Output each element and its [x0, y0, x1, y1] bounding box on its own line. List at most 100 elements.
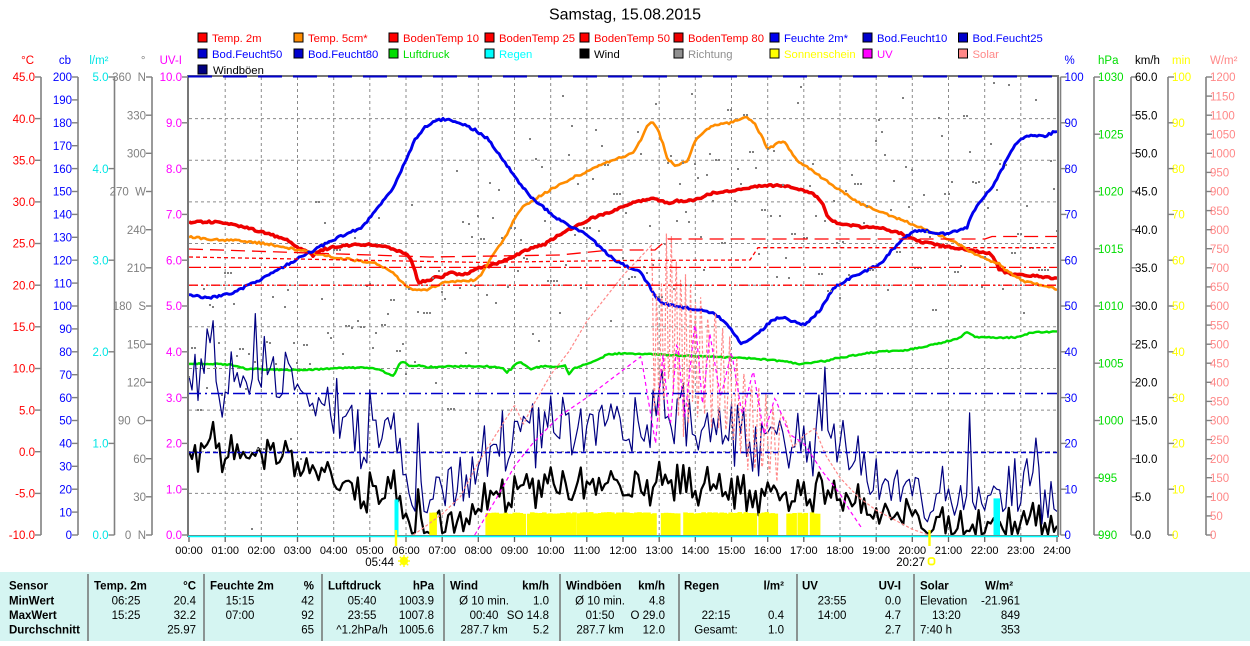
svg-text:15:25: 15:25 — [112, 610, 141, 622]
svg-text:90: 90 — [59, 324, 72, 336]
svg-text:08:00: 08:00 — [465, 545, 493, 557]
svg-text:150: 150 — [127, 339, 146, 351]
svg-text:1000: 1000 — [1210, 149, 1236, 161]
svg-text:180 S: 180 S — [113, 301, 147, 313]
svg-text:500: 500 — [1210, 339, 1229, 351]
svg-text:0 N: 0 N — [125, 530, 146, 542]
svg-text:1200: 1200 — [1210, 72, 1236, 84]
svg-text:350: 350 — [1210, 397, 1229, 409]
svg-text:60: 60 — [1065, 255, 1078, 267]
svg-text:12.0: 12.0 — [643, 625, 665, 637]
svg-text:800: 800 — [1210, 225, 1229, 237]
svg-text:15.0: 15.0 — [1135, 416, 1157, 428]
svg-text:UV-I: UV-I — [879, 581, 901, 593]
svg-text:4.0: 4.0 — [166, 347, 182, 359]
svg-text:Bod.Feucht10: Bod.Feucht10 — [877, 33, 947, 45]
svg-text:Richtung: Richtung — [688, 49, 733, 61]
svg-text:45.0: 45.0 — [1135, 187, 1157, 199]
svg-text:Solar: Solar — [973, 49, 1000, 61]
svg-text:35.0: 35.0 — [1135, 263, 1157, 275]
svg-text:Feuchte 2m*: Feuchte 2m* — [784, 33, 849, 45]
svg-text:170: 170 — [53, 141, 72, 153]
svg-text:07:00: 07:00 — [226, 610, 255, 622]
svg-text:20: 20 — [1172, 439, 1185, 451]
svg-text:km/h: km/h — [1135, 55, 1160, 67]
svg-text:270 W: 270 W — [110, 187, 147, 199]
svg-text:1.0: 1.0 — [768, 625, 784, 637]
svg-text:0.0: 0.0 — [93, 530, 109, 542]
svg-text:40.0: 40.0 — [1135, 225, 1157, 237]
svg-text:3.0: 3.0 — [93, 255, 109, 267]
svg-text:330: 330 — [127, 110, 146, 122]
svg-text:10.0: 10.0 — [160, 72, 182, 84]
svg-text:Gesamt:: Gesamt: — [694, 625, 737, 637]
svg-text:32.2: 32.2 — [174, 610, 196, 622]
svg-text:120: 120 — [127, 378, 146, 390]
svg-text:100: 100 — [1210, 492, 1229, 504]
svg-text:42: 42 — [301, 596, 314, 608]
svg-text:90: 90 — [1065, 118, 1078, 130]
svg-text:1150: 1150 — [1210, 91, 1235, 103]
svg-text:Luftdruck: Luftdruck — [328, 581, 382, 593]
svg-text:360 N: 360 N — [112, 72, 146, 84]
svg-text:UV: UV — [802, 581, 818, 593]
svg-text:W/m²: W/m² — [985, 581, 1013, 593]
svg-text:10: 10 — [1065, 484, 1078, 496]
svg-text:45.0: 45.0 — [13, 72, 35, 84]
svg-text:7:40 h: 7:40 h — [920, 625, 952, 637]
svg-text:353: 353 — [1001, 625, 1020, 637]
svg-text:100: 100 — [1172, 72, 1191, 84]
svg-text:80: 80 — [1172, 164, 1185, 176]
svg-text:20:27: 20:27 — [896, 557, 925, 569]
svg-text:1.0: 1.0 — [533, 596, 549, 608]
svg-text:30: 30 — [133, 492, 146, 504]
svg-text:Durchschnitt: Durchschnitt — [9, 625, 80, 637]
svg-text:1000: 1000 — [1098, 416, 1124, 428]
svg-text:hPa: hPa — [1098, 55, 1119, 67]
svg-text:04:00: 04:00 — [320, 545, 348, 557]
svg-text:Regen: Regen — [499, 49, 532, 61]
svg-text:50: 50 — [1210, 511, 1223, 523]
svg-text:70: 70 — [1065, 210, 1078, 222]
svg-text:05:40: 05:40 — [348, 596, 377, 608]
svg-text:05:44: 05:44 — [365, 557, 394, 569]
svg-text:20.0: 20.0 — [13, 280, 35, 292]
svg-text:0: 0 — [66, 530, 72, 542]
svg-text:1015: 1015 — [1098, 244, 1124, 256]
svg-text:240: 240 — [127, 225, 146, 237]
svg-text:1025: 1025 — [1098, 129, 1124, 141]
svg-text:1007.8: 1007.8 — [399, 610, 434, 622]
svg-text:Bod.Feucht50: Bod.Feucht50 — [212, 49, 282, 61]
svg-text:20: 20 — [59, 484, 72, 496]
svg-text:19:00: 19:00 — [862, 545, 890, 557]
svg-text:Elevation: Elevation — [920, 596, 967, 608]
svg-text:25.0: 25.0 — [1135, 339, 1157, 351]
svg-text:40: 40 — [1065, 347, 1078, 359]
svg-text:-21.961: -21.961 — [981, 596, 1020, 608]
svg-text:140: 140 — [53, 210, 72, 222]
svg-text:60: 60 — [133, 454, 146, 466]
svg-text:40: 40 — [59, 439, 72, 451]
svg-text:250: 250 — [1210, 435, 1229, 447]
svg-text:Windböen: Windböen — [566, 581, 621, 593]
svg-text:Solar: Solar — [920, 581, 949, 593]
svg-text:700: 700 — [1210, 263, 1229, 275]
svg-text:min: min — [1172, 55, 1191, 67]
svg-text:5.0: 5.0 — [1135, 492, 1151, 504]
svg-text:5.0: 5.0 — [19, 405, 35, 417]
svg-text:%: % — [304, 581, 314, 593]
svg-text:1005: 1005 — [1098, 358, 1124, 370]
svg-text:100: 100 — [1065, 72, 1084, 84]
svg-text:849: 849 — [1001, 610, 1020, 622]
svg-text:4.8: 4.8 — [649, 596, 665, 608]
svg-text:2.0: 2.0 — [93, 347, 109, 359]
svg-text:%: % — [1065, 55, 1075, 67]
svg-text:O 29.0: O 29.0 — [630, 610, 665, 622]
svg-text:850: 850 — [1210, 206, 1229, 218]
svg-text:400: 400 — [1210, 378, 1229, 390]
svg-text:23:55: 23:55 — [348, 610, 377, 622]
svg-text:Luftdruck: Luftdruck — [403, 49, 450, 61]
svg-text:1.0: 1.0 — [166, 484, 182, 496]
svg-text:Bod.Feucht25: Bod.Feucht25 — [973, 33, 1043, 45]
svg-text:30: 30 — [1065, 393, 1078, 405]
